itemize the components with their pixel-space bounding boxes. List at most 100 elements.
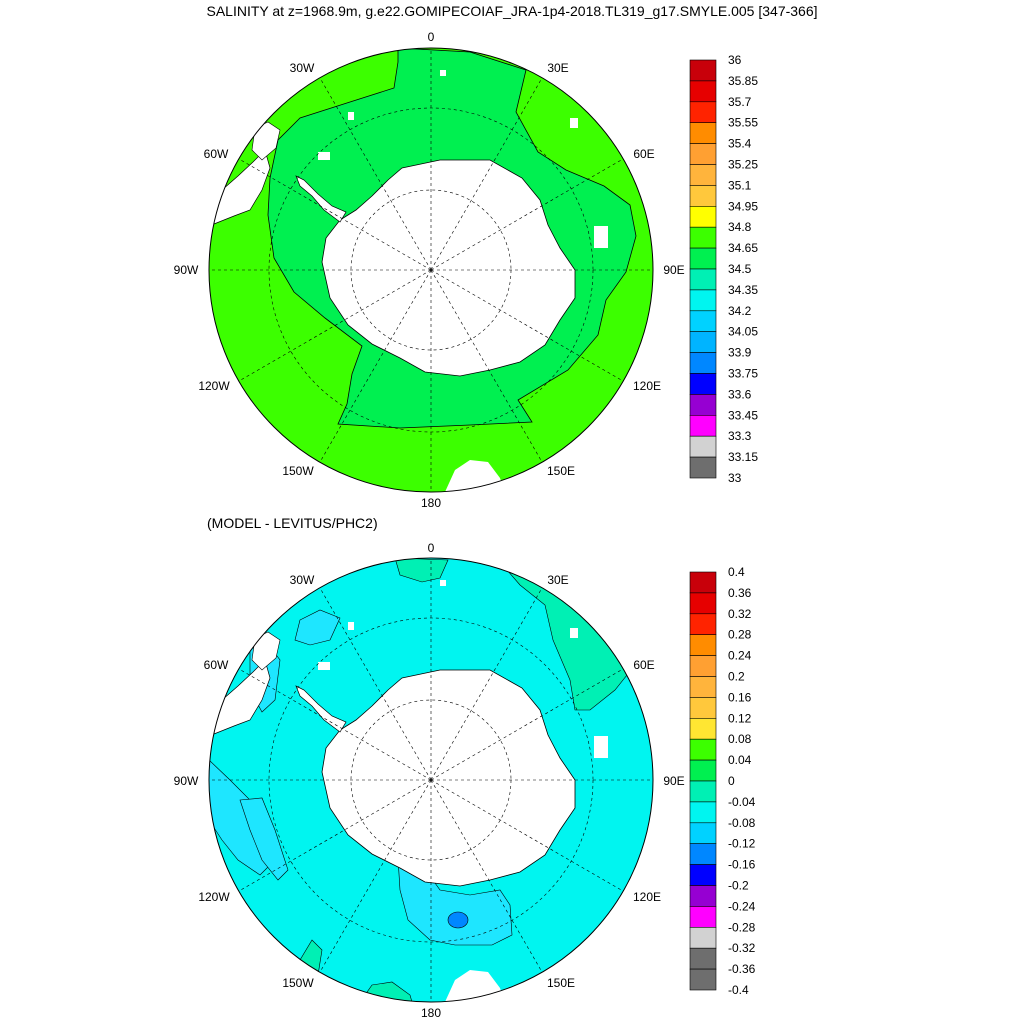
difference-colorbar-label-9: 0.04 (728, 753, 752, 767)
difference-colorbar-swatch-16 (689, 906, 717, 928)
label-150e: 150E (547, 976, 575, 990)
salinity-colorbar-label-17: 33.45 (728, 408, 758, 422)
salinity-map (208, 47, 654, 493)
salinity-colorbar-label-7: 34.95 (728, 199, 758, 213)
label-90w: 90W (174, 263, 199, 277)
difference-colorbar-label-19: -0.36 (728, 962, 756, 976)
salinity-colorbar-swatch-0 (689, 59, 717, 82)
salinity-colorbar-label-4: 35.4 (728, 137, 752, 151)
graticule (209, 558, 653, 1002)
label-180: 180 (421, 496, 441, 510)
difference-colorbar-label-14: -0.16 (728, 858, 756, 872)
salinity-colorbar-swatch-17 (689, 414, 717, 437)
label-30w: 30W (290, 573, 315, 587)
map-border (208, 47, 654, 493)
salinity-colorbar-swatch-10 (689, 268, 717, 291)
antarctic-peninsula (295, 685, 347, 733)
difference-colorbar-label-5: 0.2 (728, 670, 745, 684)
coast-patch-left (251, 121, 281, 161)
difference-colorbar-swatch-15 (689, 885, 717, 907)
difference-colorbar-label-17: -0.28 (728, 920, 756, 934)
salinity-colorbar-swatch-11 (689, 289, 717, 312)
salinity-colorbar-swatch-6 (689, 185, 717, 207)
label-30e: 30E (547, 573, 568, 587)
label-120w: 120W (198, 890, 230, 904)
salinity-colorbar-swatch-13 (689, 331, 717, 353)
difference-colorbar-swatch-19 (689, 968, 717, 991)
difference-colorbar-swatch-12 (689, 822, 717, 844)
negative-region-sw (294, 609, 341, 646)
difference-colorbar-swatch-5 (689, 676, 717, 698)
difference-colorbar-swatch-8 (689, 738, 717, 761)
salinity-colorbar-swatch-18 (689, 435, 717, 458)
salinity-colorbar-label-16: 33.6 (728, 387, 752, 401)
salinity-colorbar-label-2: 35.7 (728, 95, 752, 109)
salinity-colorbar-swatch-16 (689, 394, 717, 416)
salinity-colorbar-label-20: 33 (728, 471, 742, 485)
difference-colorbar-label-20: -0.4 (728, 983, 749, 997)
difference-colorbar-label-13: -0.12 (728, 837, 756, 851)
label-90e: 90E (663, 774, 684, 788)
salinity-colorbar-label-9: 34.65 (728, 241, 758, 255)
difference-colorbar-label-12: -0.08 (728, 816, 756, 830)
south-america-land (209, 149, 271, 225)
difference-lon-labels: 0 30E 60E 90E 120E 150E 180 150W 120W 90… (174, 541, 685, 1020)
difference-colorbar-label-8: 0.08 (728, 732, 752, 746)
label-60w: 60W (204, 147, 229, 161)
difference-colorbar-swatch-13 (689, 843, 717, 865)
antarctica (321, 159, 576, 377)
salinity-colorbar-swatch-3 (689, 122, 717, 144)
label-120e: 120E (633, 379, 661, 393)
antarctic-peninsula (295, 175, 347, 223)
salinity-colorbar-label-0: 36 (728, 53, 742, 67)
salinity-colorbar-swatch-4 (689, 143, 717, 165)
difference-colorbar-label-2: 0.32 (728, 607, 752, 621)
small-white-4 (318, 662, 330, 670)
label-60e: 60E (633, 147, 654, 161)
label-60e: 60E (633, 658, 654, 672)
label-90w: 90W (174, 774, 199, 788)
salinity-colorbar-swatch-7 (689, 206, 717, 228)
salinity-colorbar-swatch-1 (689, 80, 717, 103)
small-white-1 (570, 118, 578, 128)
small-white-5 (594, 226, 608, 248)
difference-colorbar-swatch-0 (689, 571, 717, 594)
small-white-2 (440, 70, 446, 76)
difference-colorbar-swatch-6 (689, 697, 717, 719)
salinity-colorbar-label-10: 34.5 (728, 262, 752, 276)
small-white-5 (594, 736, 608, 758)
label-150e: 150E (547, 464, 575, 478)
difference-map (208, 557, 654, 1003)
map-border (208, 557, 654, 1003)
salinity-colorbar-label-1: 35.85 (728, 74, 758, 88)
salinity-colorbar: 36 35.85 35.7 35.55 35.4 35.25 35.1 34.95 34.8 34… (689, 53, 758, 485)
label-150w: 150W (282, 464, 314, 478)
label-0: 0 (428, 541, 435, 555)
coast-patch-left (251, 631, 281, 671)
difference-colorbar-label-10: 0 (728, 774, 735, 788)
difference-colorbar-swatch-7 (689, 717, 717, 740)
label-30e: 30E (547, 61, 568, 75)
label-60w: 60W (204, 658, 229, 672)
salinity-lon-labels: 0 30E 60E 90E 120E 150E 180 150W 120W 90… (174, 30, 685, 510)
difference-colorbar-swatch-3 (689, 634, 717, 656)
difference-colorbar-swatch-1 (689, 592, 717, 615)
difference-colorbar-swatch-17 (689, 926, 717, 949)
salinity-colorbar-swatch-12 (689, 310, 717, 332)
salinity-colorbar-swatch-15 (689, 373, 717, 395)
difference-colorbar-swatch-4 (689, 655, 717, 677)
label-150w: 150W (282, 976, 314, 990)
small-white-2 (440, 580, 446, 586)
difference-colorbar-swatch-10 (689, 780, 717, 803)
label-120e: 120E (633, 890, 661, 904)
label-180: 180 (421, 1006, 441, 1020)
salinity-colorbar-label-11: 34.35 (728, 283, 758, 297)
difference-colorbar-swatch-14 (689, 864, 717, 886)
salinity-colorbar-swatch-9 (689, 247, 717, 270)
difference-colorbar-label-1: 0.36 (728, 586, 752, 600)
graticule (209, 48, 653, 492)
label-120w: 120W (198, 379, 230, 393)
plot-title: SALINITY at z=1968.9m, g.e22.GOMIPECOIAF… (206, 3, 818, 19)
salinity-colorbar-label-5: 35.25 (728, 158, 758, 172)
difference-colorbar-label-11: -0.04 (728, 795, 756, 809)
